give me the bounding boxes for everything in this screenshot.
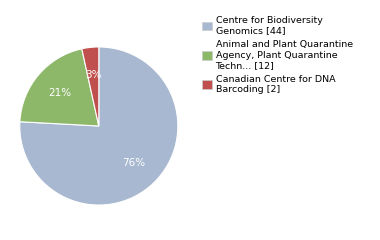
Wedge shape xyxy=(20,47,178,205)
Text: 21%: 21% xyxy=(48,88,71,98)
Wedge shape xyxy=(20,49,99,126)
Wedge shape xyxy=(82,47,99,126)
Text: 3%: 3% xyxy=(85,70,101,80)
Text: 76%: 76% xyxy=(123,158,146,168)
Legend: Centre for Biodiversity
Genomics [44], Animal and Plant Quarantine
Agency, Plant: Centre for Biodiversity Genomics [44], A… xyxy=(202,16,353,94)
